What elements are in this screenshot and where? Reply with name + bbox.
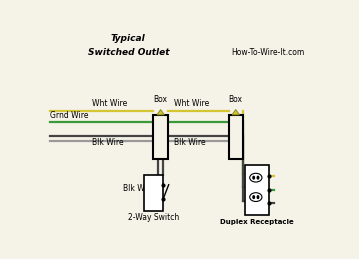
Text: 2-Way Switch: 2-Way Switch [128, 213, 179, 221]
Text: Blk Wire: Blk Wire [123, 184, 154, 193]
Text: Blk Wire: Blk Wire [92, 138, 124, 147]
Bar [229, 115, 243, 159]
Polygon shape [157, 110, 164, 115]
Bar [153, 115, 168, 159]
Ellipse shape [253, 176, 255, 179]
Ellipse shape [257, 196, 259, 198]
Text: Wht Wire: Wht Wire [92, 99, 127, 108]
Bar [144, 175, 163, 211]
Text: Switched Outlet: Switched Outlet [88, 48, 169, 57]
Text: Blk Wire: Blk Wire [174, 138, 206, 147]
Text: Wht Wire: Wht Wire [174, 99, 210, 108]
Bar [245, 165, 269, 214]
Text: Grnd Wire: Grnd Wire [50, 111, 89, 120]
Text: Typical: Typical [111, 34, 146, 43]
Ellipse shape [257, 176, 259, 179]
Polygon shape [232, 110, 239, 115]
Text: How-To-Wire-It.com: How-To-Wire-It.com [231, 48, 304, 57]
Text: Box: Box [229, 95, 243, 104]
Ellipse shape [253, 196, 255, 198]
Text: Duplex Receptacle: Duplex Receptacle [220, 219, 294, 225]
Text: Box: Box [154, 95, 168, 104]
